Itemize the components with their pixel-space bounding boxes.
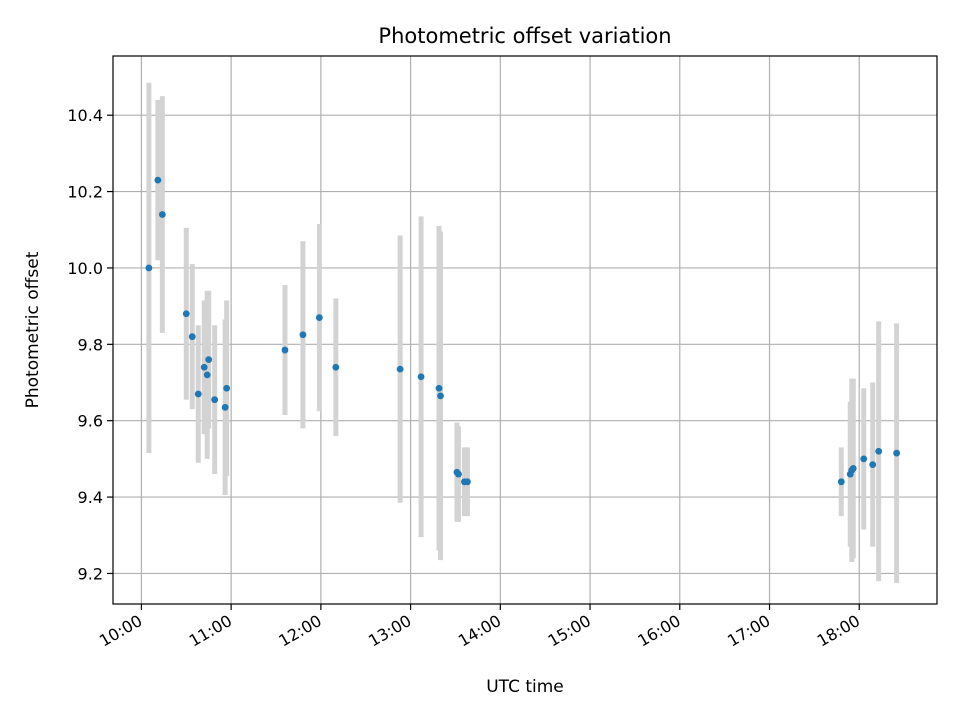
y-tick-label: 9.6: [78, 412, 103, 431]
y-tick-label: 9.2: [78, 564, 103, 583]
data-point: [464, 478, 471, 486]
data-point: [154, 176, 162, 184]
grid: [113, 56, 937, 604]
data-point: [455, 470, 462, 478]
data-point: [435, 384, 443, 392]
chart-title: Photometric offset variation: [378, 24, 671, 48]
data-point: [223, 384, 231, 392]
y-axis-label: Photometric offset: [23, 251, 43, 408]
data-point: [860, 455, 868, 463]
y-axis: 9.2 9.4 9.6 9.8 10.0 10.2 10.4: [67, 106, 113, 583]
data-point: [437, 392, 444, 400]
data-point: [211, 396, 219, 404]
data-point: [869, 461, 877, 469]
data-point: [182, 310, 190, 318]
data-point: [145, 264, 153, 272]
data-point: [188, 333, 196, 341]
y-tick-label: 9.4: [78, 488, 103, 507]
data-point: [194, 390, 202, 398]
data-point: [417, 373, 425, 381]
y-tick-label: 9.8: [78, 335, 103, 354]
data-point: [203, 371, 211, 379]
data-point: [200, 363, 208, 371]
data-point: [893, 449, 901, 457]
data-point: [315, 314, 323, 321]
y-tick-label: 10.0: [67, 259, 103, 278]
data-point: [849, 465, 857, 472]
plot-frame: [112, 55, 938, 605]
data-point: [875, 447, 883, 455]
data-point: [396, 365, 404, 373]
data-point: [281, 346, 289, 354]
y-tick-label: 10.2: [67, 183, 103, 202]
data-points: [145, 176, 901, 486]
data-point: [332, 363, 340, 371]
data-point: [221, 403, 229, 411]
data-point: [299, 331, 307, 339]
y-tick-label: 10.4: [67, 106, 103, 125]
x-axis-label: UTC time: [486, 677, 564, 697]
data-point: [158, 211, 166, 218]
data-point: [837, 478, 845, 486]
data-point: [205, 356, 213, 363]
